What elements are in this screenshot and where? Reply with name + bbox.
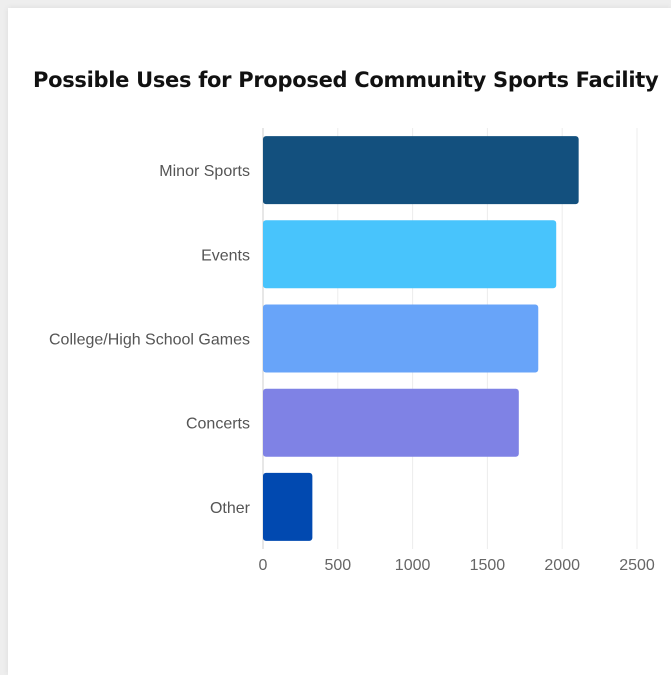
- bar: [263, 388, 519, 457]
- bar: [263, 220, 557, 289]
- category-label: Other: [210, 500, 251, 517]
- x-tick-label: 2000: [544, 557, 580, 574]
- bar: [263, 136, 579, 205]
- x-tick-label: 2500: [619, 557, 655, 574]
- bar: [263, 472, 313, 541]
- bar: [263, 304, 539, 373]
- x-tick-label: 1000: [395, 557, 431, 574]
- x-tick-label: 0: [259, 557, 268, 574]
- bars: [263, 136, 579, 541]
- category-labels: Minor Sports Events College/High School Ga…: [49, 163, 251, 517]
- chart-title: Possible Uses for Proposed Community Spo…: [33, 68, 659, 92]
- x-tick-label: 500: [324, 557, 351, 574]
- x-tick-label: 1500: [470, 557, 506, 574]
- category-label: Concerts: [186, 416, 250, 433]
- category-label: College/High School Games: [49, 332, 250, 349]
- x-tick-labels: 0 500 1000 1500 2000 2500: [259, 557, 655, 574]
- category-label: Events: [201, 247, 250, 264]
- category-label: Minor Sports: [159, 163, 250, 180]
